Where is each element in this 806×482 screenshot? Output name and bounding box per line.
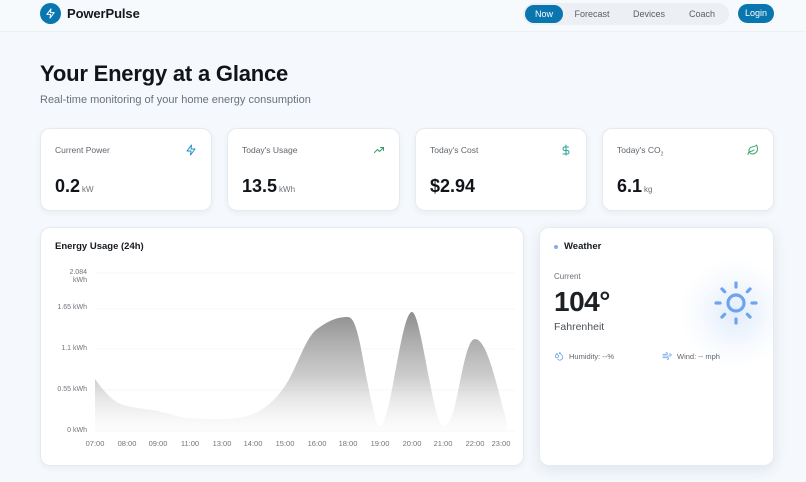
stat-unit: kWh	[279, 185, 296, 194]
page-title: Your Energy at a Glance	[40, 61, 289, 86]
stat-number: 0.2	[55, 176, 81, 196]
x-axis-tick: 16:00	[307, 439, 327, 448]
lightning-icon	[186, 144, 196, 156]
stat-number: 6.1	[617, 176, 643, 196]
x-axis-tick: 21:00	[433, 439, 453, 448]
stat-value: 6.1 kg	[617, 176, 652, 197]
brand-name: PowerPulse	[67, 6, 140, 21]
weather-status-dot	[554, 245, 558, 249]
x-axis-tick: 23:00	[491, 439, 511, 448]
trending-up-icon	[374, 147, 384, 153]
x-axis-tick: 07:00	[85, 439, 105, 448]
stat-label-text: Today's CO	[617, 145, 661, 155]
stat-card-todays-usage: Today's Usage 13.5 kWh	[227, 128, 400, 211]
x-axis-tick: 14:00	[243, 439, 263, 448]
weather-current-label: Current	[554, 272, 581, 281]
stat-label: Today's Cost	[430, 145, 479, 155]
wind-info: Wind: -- mph	[662, 351, 720, 361]
tab-coach[interactable]: Coach	[688, 9, 715, 19]
leaf-icon	[747, 144, 758, 155]
wind-icon	[662, 352, 672, 360]
sun-icon	[714, 281, 758, 325]
stat-unit: kg	[644, 185, 653, 194]
stat-card-current-power: Current Power 0.2 kW	[40, 128, 212, 211]
stat-number: 13.5	[242, 176, 278, 196]
dollar-icon	[562, 144, 570, 156]
x-axis-tick: 13:00	[212, 439, 232, 448]
humidity-text: Humidity: --%	[569, 351, 615, 361]
sun-glow	[680, 258, 773, 368]
stat-label-subscript: 2	[660, 151, 664, 158]
usage-area	[95, 312, 507, 431]
top-navbar: PowerPulse Now Forecast Devices Coach Lo…	[0, 0, 806, 32]
chart-title: Energy Usage (24h)	[55, 241, 144, 252]
stat-number: $2.94	[430, 176, 476, 196]
droplets-icon	[554, 351, 564, 361]
wind-text: Wind: -- mph	[677, 351, 720, 361]
lightning-logo-icon	[40, 3, 61, 24]
y-axis-tick: 1.65 kWh	[57, 304, 87, 311]
x-axis-tick: 11:00	[180, 439, 200, 448]
weather-card: Weather Current 104° Fahrenheit Humidity…	[539, 227, 774, 466]
tab-devices[interactable]: Devices	[632, 9, 665, 19]
area-chart[interactable]	[41, 228, 524, 466]
x-axis-tick: 22:00	[465, 439, 485, 448]
stat-card-todays-co2: Today's CO2 6.1 kg	[602, 128, 774, 211]
stat-label: Current Power	[55, 145, 110, 155]
stat-value: 0.2 kW	[55, 176, 94, 197]
x-axis-tick: 20:00	[402, 439, 422, 448]
x-axis-tick: 15:00	[275, 439, 295, 448]
tab-forecast[interactable]: Forecast	[574, 9, 610, 19]
y-axis-tick: 0.55 kWh	[57, 386, 87, 393]
x-axis-tick: 19:00	[370, 439, 390, 448]
stat-card-todays-cost: Today's Cost $2.94	[415, 128, 587, 211]
y-tick-unit: kWh	[73, 277, 87, 284]
weather-title: Weather	[564, 241, 602, 252]
x-axis-tick: 18:00	[338, 439, 358, 448]
nav-tabs: Now Forecast Devices Coach	[523, 3, 729, 25]
y-axis-tick: 1.1 kWh	[61, 345, 87, 352]
login-button[interactable]: Login	[738, 4, 774, 23]
x-axis-tick: 08:00	[117, 439, 137, 448]
weather-temperature: 104°	[554, 286, 610, 317]
y-tick-value: 2.084	[69, 269, 87, 276]
stat-unit: kW	[82, 185, 94, 194]
stat-label: Today's Usage	[242, 145, 298, 155]
page-subtitle: Real-time monitoring of your home energy…	[40, 94, 311, 106]
y-axis-tick: 0 kWh	[67, 427, 87, 434]
y-axis-tick: 2.084 kWh	[43, 269, 87, 285]
brand[interactable]: PowerPulse	[40, 3, 140, 24]
tab-now[interactable]: Now	[525, 5, 563, 23]
stat-label: Today's CO2	[617, 145, 663, 158]
weather-unit: Fahrenheit	[554, 321, 605, 333]
stat-value: $2.94	[430, 176, 475, 197]
stat-value: 13.5 kWh	[242, 176, 295, 197]
x-axis-tick: 09:00	[148, 439, 168, 448]
humidity-info: Humidity: --%	[554, 351, 614, 361]
energy-usage-chart-card: Energy Usage (24h) 2.084 kWh 1.65 kWh 1.1…	[40, 227, 524, 466]
